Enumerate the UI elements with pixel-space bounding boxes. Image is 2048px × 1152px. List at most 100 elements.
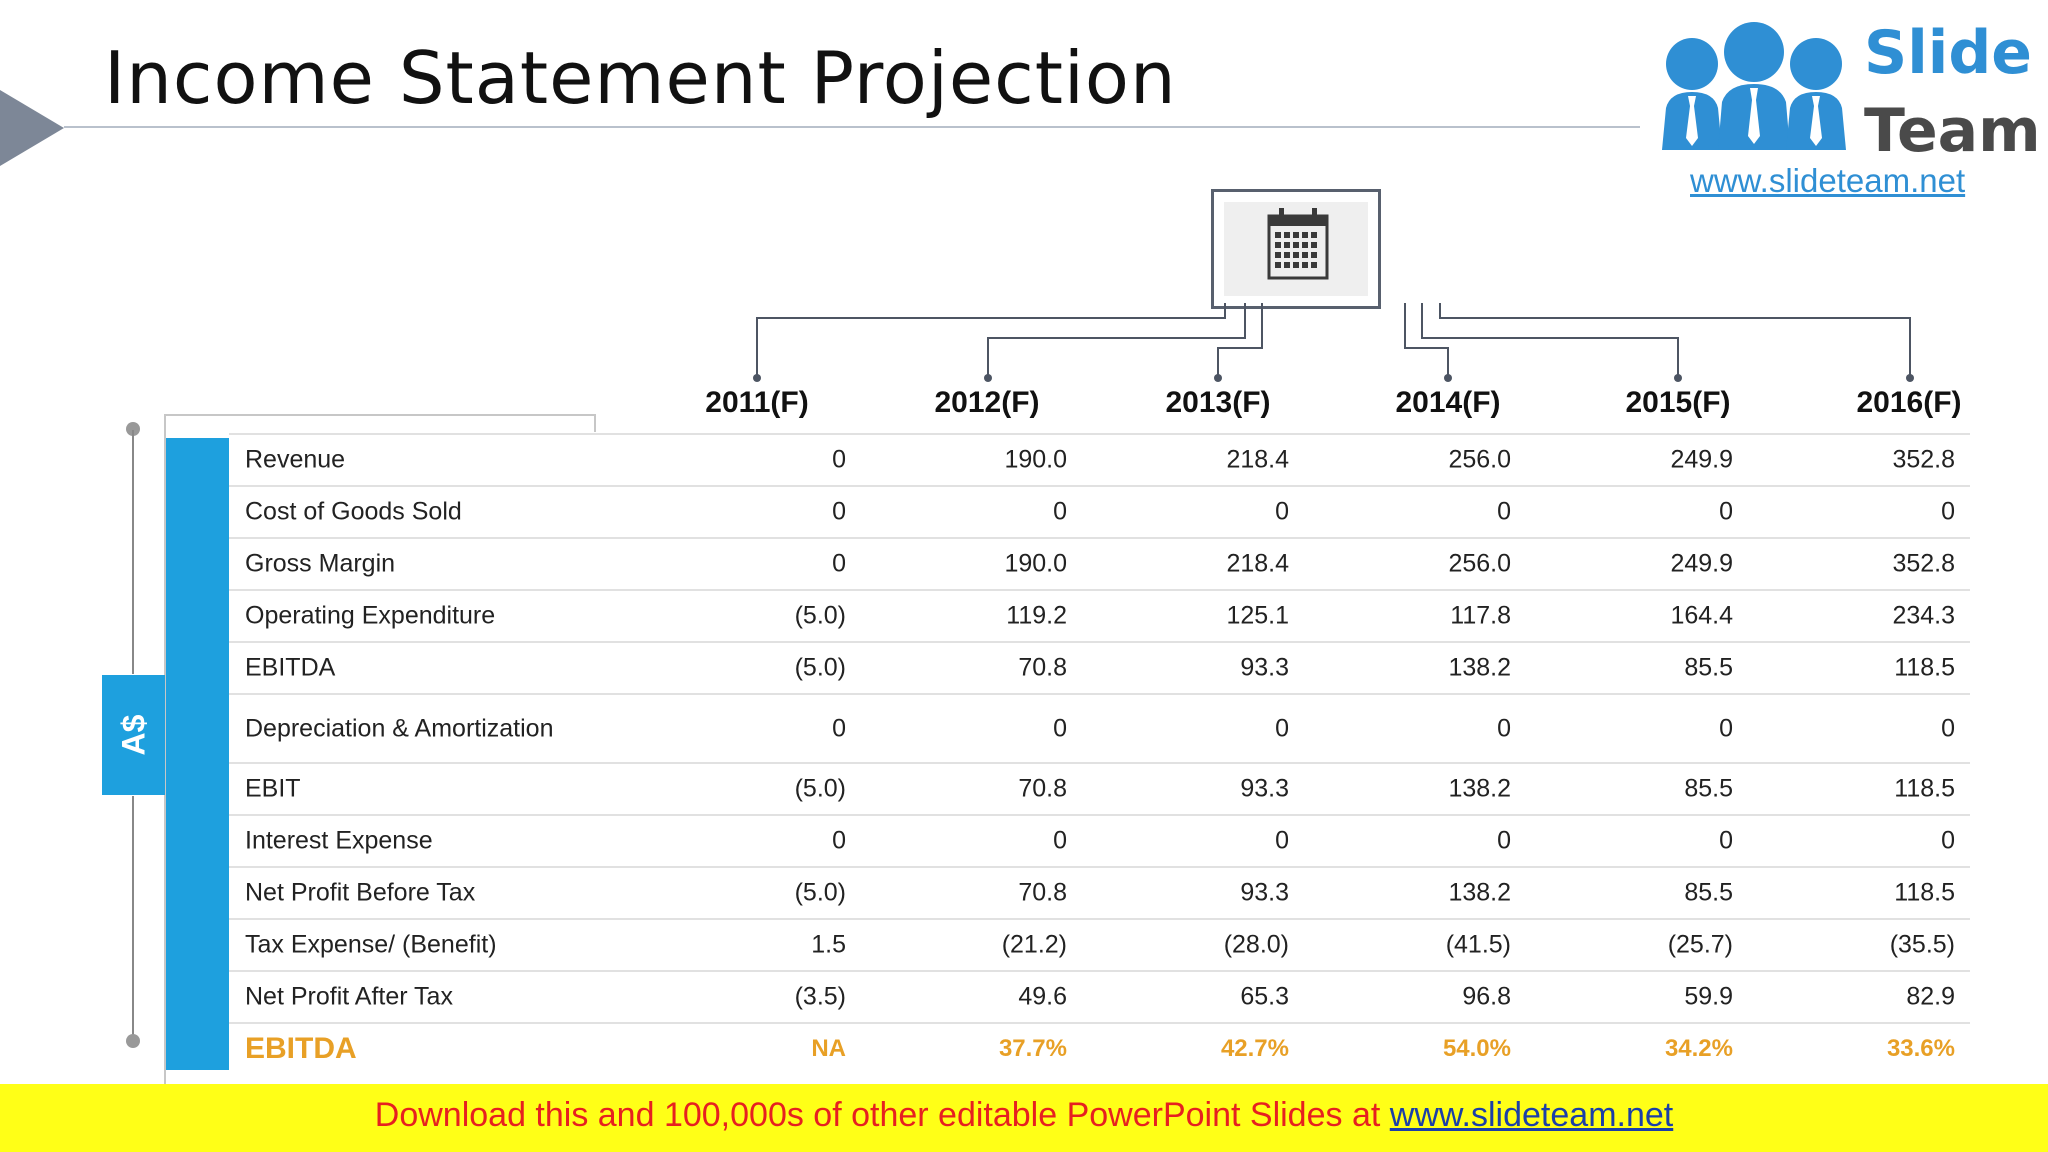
currency-label: A$ (115, 714, 151, 756)
cell-value: 34.2% (1664, 1035, 1733, 1062)
cell-value: 0 (1275, 826, 1289, 855)
cell-value: 70.8 (1018, 774, 1067, 803)
cell-value: 138.2 (1448, 774, 1511, 803)
table-row: Interest Expense 0 0 0 0 0 0 (229, 816, 1970, 868)
cell-value: 118.5 (1894, 774, 1955, 803)
cell-value: 249.9 (1670, 445, 1733, 474)
people-icon (1662, 22, 1846, 150)
cell-value: (35.5) (1889, 930, 1955, 959)
table-row: EBITDA (5.0) 70.8 93.3 138.2 85.5 118.5 (229, 643, 1970, 695)
cell-value: 125.1 (1226, 601, 1289, 630)
cell-value: 0 (1497, 714, 1511, 742)
cell-value: 0 (832, 445, 846, 474)
cell-value: 1.5 (811, 930, 846, 959)
cell-value: 54.0% (1442, 1035, 1511, 1062)
cell-value: 33.6% (1886, 1035, 1955, 1062)
year-header-2014: 2014(F) (1395, 386, 1501, 419)
row-label: Tax Expense/ (Benefit) (245, 930, 497, 959)
table-row: Revenue 0 190.0 218.4 256.0 249.9 352.8 (229, 433, 1970, 487)
cell-value: NA (811, 1035, 846, 1062)
year-header-2013: 2013(F) (1165, 386, 1271, 419)
title-arrow-icon (0, 90, 64, 166)
table-bracket-left (164, 414, 166, 1084)
cell-value: (5.0) (794, 601, 846, 630)
table-row: Gross Margin 0 190.0 218.4 256.0 249.9 352.8 (229, 539, 1970, 591)
table-bracket-top (164, 414, 596, 432)
cell-value: 93.3 (1240, 653, 1289, 682)
banner-text: Download this and 100,000s of other edit… (0, 1096, 2048, 1135)
cell-value: 190.0 (1004, 549, 1067, 578)
calendar-box (1211, 189, 1381, 309)
cell-value: 0 (1719, 714, 1733, 742)
table-row: Cost of Goods Sold 0 0 0 0 0 0 (229, 487, 1970, 539)
cell-value: 352.8 (1892, 549, 1955, 578)
table-row: Net Profit After Tax (3.5) 49.6 65.3 96.8 59.… (229, 972, 1970, 1024)
cell-value: 0 (832, 826, 846, 855)
timeline-line-top (132, 430, 134, 674)
title-underline (64, 126, 1640, 128)
row-label: Operating Expenditure (245, 601, 496, 630)
cell-value: 0 (1719, 826, 1733, 855)
cell-value: 218.4 (1226, 445, 1289, 474)
cell-value: 0 (1719, 497, 1733, 526)
year-header-2016: 2016(F) (1856, 386, 1962, 419)
cell-value: 352.8 (1892, 445, 1955, 474)
row-label: Gross Margin (245, 549, 396, 578)
logo-url-link[interactable]: www.slideteam.net (1690, 162, 1966, 199)
cell-value: 0 (1497, 497, 1511, 526)
cell-value: 37.7% (998, 1035, 1067, 1062)
cell-value: 0 (1941, 714, 1955, 742)
cell-value: 218.4 (1226, 549, 1289, 578)
calendar-icon (1267, 208, 1329, 280)
year-header-2012: 2012(F) (934, 386, 1040, 419)
cell-value: 164.4 (1670, 601, 1733, 630)
timeline-dot-bottom (126, 1034, 140, 1048)
cell-value: 0 (1053, 497, 1067, 526)
logo-word-team: Team (1864, 96, 2041, 166)
cell-value: (5.0) (794, 653, 846, 682)
cell-value: 59.9 (1684, 982, 1733, 1011)
cell-value: 42.7% (1220, 1035, 1289, 1062)
logo-word-slide: Slide (1864, 18, 2032, 88)
row-label: Net Profit After Tax (245, 982, 453, 1011)
table-row: EBITDA NA 37.7% 42.7% 54.0% 34.2% 33.6% (229, 1024, 1970, 1074)
cell-value: 49.6 (1018, 982, 1067, 1011)
cell-value: (28.0) (1223, 930, 1289, 959)
cell-value: 0 (1497, 826, 1511, 855)
income-table: Revenue 0 190.0 218.4 256.0 249.9 352.8 Cost of… (229, 433, 1970, 1074)
table-row: EBIT (5.0) 70.8 93.3 138.2 85.5 118.5 (229, 764, 1970, 816)
cell-value: 0 (1053, 826, 1067, 855)
row-label: Revenue (245, 445, 346, 474)
timeline-dot-top (126, 422, 140, 436)
cell-value: 65.3 (1240, 982, 1289, 1011)
year-header-2011: 2011(F) (705, 386, 809, 419)
cell-value: 256.0 (1448, 445, 1511, 474)
cell-value: 0 (832, 714, 846, 742)
cell-value: 0 (832, 549, 846, 578)
page-title: Income Statement Projection (104, 36, 1177, 120)
table-row: Tax Expense/ (Benefit) 1.5 (21.2) (28.0) (41… (229, 920, 1970, 972)
cell-value: 138.2 (1448, 653, 1511, 682)
cell-value: 0 (1941, 826, 1955, 855)
cell-value: (3.5) (794, 982, 846, 1011)
cell-value: (21.2) (1001, 930, 1067, 959)
slideteam-logo[interactable]: Slide Team www.slideteam.net (1640, 0, 2042, 199)
cell-value: 190.0 (1004, 445, 1067, 474)
cell-value: 234.3 (1892, 601, 1955, 630)
download-banner[interactable]: Download this and 100,000s of other edit… (0, 1084, 2048, 1152)
row-label: EBITDA (245, 653, 336, 682)
cell-value: 0 (1275, 714, 1289, 742)
cell-value: (5.0) (794, 774, 846, 803)
table-row: Depreciation & Amortization 0 0 0 0 0 0 (229, 695, 1970, 764)
cell-value: 117.8 (1450, 601, 1511, 630)
banner-link[interactable]: www.slideteam.net (1389, 1096, 1674, 1134)
cell-value: 249.9 (1670, 549, 1733, 578)
cell-value: 70.8 (1018, 653, 1067, 682)
cell-value: 256.0 (1448, 549, 1511, 578)
cell-value: 0 (1941, 497, 1955, 526)
cell-value: 93.3 (1240, 774, 1289, 803)
row-label: EBIT (245, 774, 301, 803)
cell-value: (25.7) (1667, 930, 1733, 959)
table-row: Net Profit Before Tax (5.0) 70.8 93.3 138.2 8… (229, 868, 1970, 920)
accent-bar (166, 438, 229, 1070)
